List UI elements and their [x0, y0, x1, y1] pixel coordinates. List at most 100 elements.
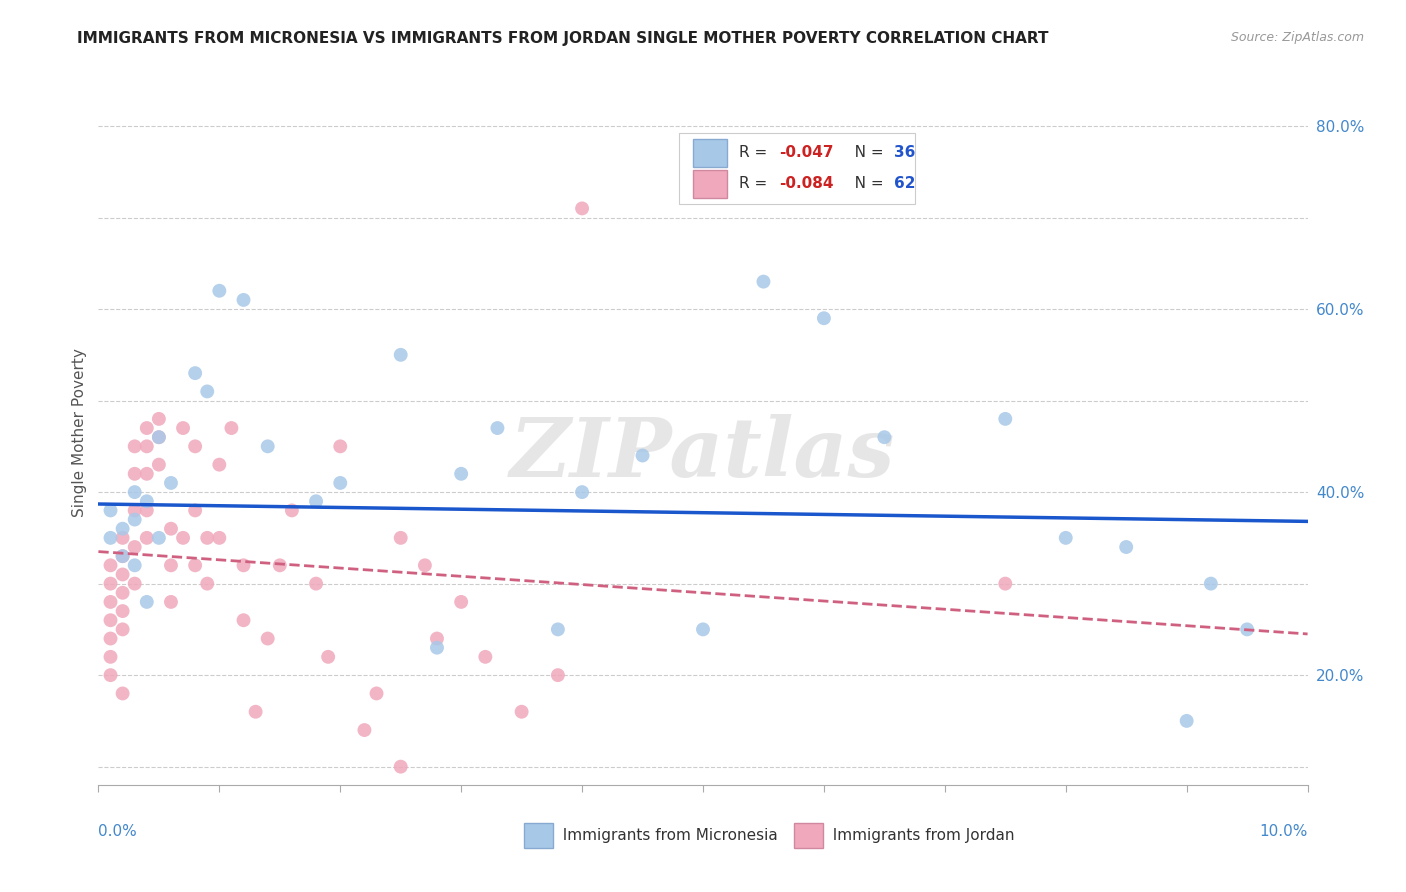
Point [547, 668, 569, 682]
Point [232, 613, 254, 627]
Point [208, 531, 231, 545]
Point [994, 576, 1017, 591]
Text: ZIPatlas: ZIPatlas [510, 414, 896, 494]
Point [111, 623, 134, 637]
Point [111, 586, 134, 600]
Point [148, 430, 170, 444]
Point [486, 421, 509, 435]
Point [305, 576, 328, 591]
Point [124, 576, 146, 591]
Point [510, 705, 533, 719]
Point [100, 649, 122, 664]
Point [329, 439, 352, 453]
Point [994, 412, 1017, 426]
Point [148, 412, 170, 426]
Point [100, 503, 122, 517]
Point [184, 503, 207, 517]
Bar [793, 823, 823, 848]
Point [124, 485, 146, 500]
Text: 36: 36 [894, 145, 915, 161]
Point [135, 503, 157, 517]
Point [111, 522, 134, 536]
Point [305, 494, 328, 508]
Point [366, 686, 388, 700]
Point [100, 576, 122, 591]
Text: R =: R = [740, 177, 772, 192]
Point [111, 686, 134, 700]
Point [1115, 540, 1137, 554]
Point [124, 467, 146, 481]
Point [329, 475, 352, 490]
Point [813, 311, 835, 326]
Point [316, 649, 339, 664]
Text: N =: N = [839, 145, 889, 161]
Point [124, 512, 146, 526]
FancyBboxPatch shape [679, 133, 915, 203]
Point [208, 458, 231, 472]
Point [100, 558, 122, 573]
Text: IMMIGRANTS FROM MICRONESIA VS IMMIGRANTS FROM JORDAN SINGLE MOTHER POVERTY CORRE: IMMIGRANTS FROM MICRONESIA VS IMMIGRANTS… [77, 31, 1049, 46]
Point [221, 421, 243, 435]
Point [353, 723, 375, 737]
Text: 10.0%: 10.0% [1260, 823, 1308, 838]
Point [195, 576, 218, 591]
Point [135, 439, 157, 453]
Point [124, 558, 146, 573]
Text: R =: R = [740, 145, 772, 161]
Point [1199, 576, 1222, 591]
Point [208, 284, 231, 298]
Text: Immigrants from Micronesia: Immigrants from Micronesia [553, 828, 778, 843]
Point [281, 503, 304, 517]
Point [100, 531, 122, 545]
Point [232, 293, 254, 307]
Point [571, 485, 593, 500]
Point [195, 531, 218, 545]
Point [111, 549, 134, 564]
Point [100, 668, 122, 682]
Point [135, 531, 157, 545]
Text: -0.084: -0.084 [779, 177, 834, 192]
Point [100, 613, 122, 627]
Text: N =: N = [839, 177, 889, 192]
Bar [693, 139, 727, 167]
Point [389, 759, 412, 773]
Point [389, 348, 412, 362]
Point [245, 705, 267, 719]
Point [184, 366, 207, 380]
Point [160, 475, 183, 490]
Point [426, 632, 449, 646]
Point [172, 531, 194, 545]
Point [111, 567, 134, 582]
Point [269, 558, 291, 573]
Point [160, 595, 183, 609]
Point [1236, 623, 1258, 637]
Text: 62: 62 [894, 177, 915, 192]
Point [111, 604, 134, 618]
Text: Immigrants from Jordan: Immigrants from Jordan [823, 828, 1014, 843]
Point [1054, 531, 1077, 545]
Point [100, 595, 122, 609]
Point [148, 531, 170, 545]
Point [450, 595, 472, 609]
Point [752, 275, 775, 289]
Point [450, 467, 472, 481]
Bar [693, 169, 727, 198]
Point [256, 439, 278, 453]
Point [111, 549, 134, 564]
Point [389, 531, 412, 545]
Point [135, 595, 157, 609]
Point [631, 449, 654, 463]
Y-axis label: Single Mother Poverty: Single Mother Poverty [72, 348, 87, 517]
Point [135, 421, 157, 435]
Point [135, 467, 157, 481]
Text: 0.0%: 0.0% [98, 823, 138, 838]
Point [426, 640, 449, 655]
Point [1175, 714, 1198, 728]
Point [148, 430, 170, 444]
Point [232, 558, 254, 573]
Point [160, 558, 183, 573]
Point [160, 522, 183, 536]
Point [172, 421, 194, 435]
Point [135, 494, 157, 508]
Point [873, 430, 896, 444]
